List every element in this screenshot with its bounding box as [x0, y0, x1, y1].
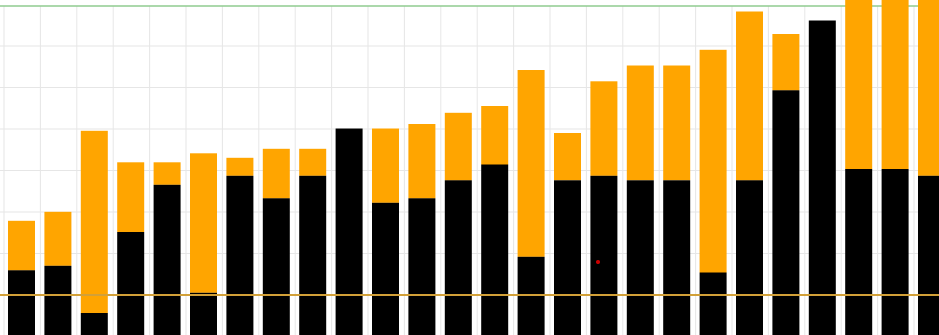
- bar-segment-black: [335, 128, 363, 295]
- bar-segment-orange: [299, 148, 327, 176]
- bar-segment-black-below: [736, 295, 763, 335]
- bar-segment-black-below: [699, 295, 727, 335]
- bar-segment-black: [8, 270, 35, 296]
- bar-segment-black-below: [190, 295, 217, 335]
- overlay: [0, 260, 939, 296]
- bar-segment-black-below: [117, 295, 145, 335]
- bar-segment-black: [372, 202, 399, 296]
- bar-segment-black-below: [8, 295, 35, 335]
- bar-segment-black: [444, 180, 472, 296]
- bar-segment-black: [554, 180, 581, 296]
- bar-segment-black: [663, 180, 691, 296]
- bar-segment-orange: [918, 0, 939, 176]
- bars: [8, 0, 939, 335]
- bar-segment-orange-negative: [80, 295, 108, 313]
- bar-segment-black-below: [226, 295, 254, 335]
- bar-segment-black-below: [918, 295, 939, 335]
- bar-segment-orange: [226, 157, 254, 176]
- bar-segment-black: [845, 169, 873, 295]
- red-marker-point: [596, 260, 600, 264]
- bar-segment-black-below: [44, 295, 72, 335]
- bar-segment-black-below: [262, 295, 290, 335]
- bar-segment-black: [408, 198, 436, 296]
- bar-segment-black-below: [881, 295, 909, 335]
- bar-segment-orange: [8, 220, 35, 271]
- bar-segment-orange: [554, 133, 581, 181]
- bar-segment-black: [190, 292, 217, 296]
- bar-segment-orange: [117, 162, 145, 233]
- bar-segment-black-below: [335, 295, 363, 335]
- bar-segment-black-below: [153, 295, 181, 335]
- bar-segment-black-below: [845, 295, 873, 335]
- bar-segment-orange: [736, 11, 763, 181]
- bar-segment-orange: [262, 148, 290, 199]
- bar-segment-black-below: [808, 295, 836, 335]
- bar-segment-orange: [517, 70, 545, 257]
- bar-segment-black-below: [663, 295, 691, 335]
- bar-segment-black-below: [372, 295, 399, 335]
- bar-segment-orange: [408, 124, 436, 199]
- bar-segment-black-below: [554, 295, 581, 335]
- bar-segment-orange: [663, 65, 691, 181]
- bar-segment-black: [626, 180, 654, 296]
- bar-segment-orange: [481, 106, 509, 165]
- bar-segment-black: [808, 20, 836, 295]
- bar-segment-black: [772, 90, 800, 296]
- bar-segment-black-below: [590, 295, 618, 335]
- bar-segment-orange: [626, 65, 654, 181]
- bar-segment-orange: [153, 162, 181, 185]
- bar-segment-black-below: [772, 295, 800, 335]
- bar-segment-black: [699, 272, 727, 295]
- bar-segment-black-negative: [80, 313, 108, 335]
- bar-segment-black: [736, 180, 763, 296]
- bar-segment-black: [590, 175, 618, 296]
- bar-segment-black: [299, 175, 327, 296]
- bar-segment-orange: [845, 0, 873, 169]
- bar-segment-black-below: [299, 295, 327, 335]
- bar-segment-orange: [80, 130, 108, 296]
- bar-segment-black: [226, 175, 254, 296]
- bar-segment-black: [918, 175, 939, 296]
- bar-segment-orange: [772, 34, 800, 91]
- bar-segment-orange: [881, 0, 909, 169]
- bar-segment-black-below: [408, 295, 436, 335]
- bar-segment-orange: [444, 112, 472, 181]
- bar-segment-black-below: [444, 295, 472, 335]
- bar-segment-black: [262, 198, 290, 296]
- bar-segment-orange: [590, 81, 618, 176]
- bar-segment-orange: [699, 49, 727, 273]
- bar-segment-black: [117, 232, 145, 295]
- bar-segment-orange: [372, 128, 399, 203]
- bar-segment-black-below: [517, 295, 545, 335]
- bar-segment-black: [153, 184, 181, 296]
- bar-segment-black: [44, 265, 72, 296]
- bar-segment-black-below: [481, 295, 509, 335]
- bar-segment-black-below: [626, 295, 654, 335]
- bar-segment-orange: [44, 211, 72, 266]
- bar-segment-black: [517, 256, 545, 296]
- bar-segment-black: [881, 169, 909, 295]
- bar-segment-orange: [190, 153, 217, 293]
- bar-segment-black: [481, 164, 509, 295]
